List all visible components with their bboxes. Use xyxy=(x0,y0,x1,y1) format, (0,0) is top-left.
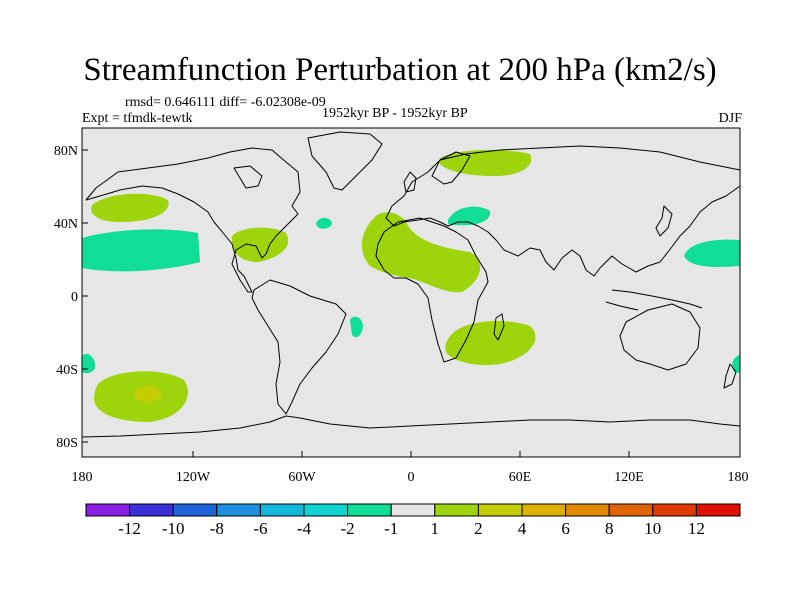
colorbar-swatch xyxy=(652,503,697,517)
colorbar-label: 1 xyxy=(431,519,440,538)
colorbar-label: -6 xyxy=(253,519,267,538)
lon-label-180w: 180 xyxy=(72,470,93,485)
colorbar-label: -10 xyxy=(162,519,185,538)
coast-indonesia xyxy=(605,289,703,311)
colorbar-label: 12 xyxy=(688,519,705,538)
lon-label-0: 0 xyxy=(408,470,415,485)
coast-japan xyxy=(655,205,673,237)
coast-new-zealand xyxy=(723,363,737,389)
anomaly-tasman-negative xyxy=(732,355,740,373)
colorbar-label: 6 xyxy=(561,519,570,538)
anomaly-south-atlantic-negative xyxy=(350,316,363,338)
lat-label-40s: 40S xyxy=(56,363,78,378)
anomaly-black-sea-negative xyxy=(448,206,491,226)
coast-scandinavia xyxy=(431,151,471,185)
anomaly-north-atlantic-negative xyxy=(316,217,332,229)
coastlines xyxy=(81,131,741,438)
anomaly-south-pacific-core xyxy=(134,386,162,402)
colorbar-label: -4 xyxy=(297,519,312,538)
colorbar-label: 8 xyxy=(605,519,614,538)
colorbar-label: 2 xyxy=(474,519,483,538)
lat-label-80s: 80S xyxy=(56,436,78,451)
coast-south-america xyxy=(251,279,347,415)
colorbar-label: -2 xyxy=(341,519,355,538)
colorbar-swatch xyxy=(216,503,261,517)
coast-uk xyxy=(403,171,417,193)
colorbar-swatch xyxy=(347,503,392,517)
plot-title: Streamfunction Perturbation at 200 hPa (… xyxy=(83,52,717,88)
anomaly-gulf-positive xyxy=(231,227,289,262)
colorbar-swatch xyxy=(129,503,174,517)
colorbar-swatch xyxy=(303,503,349,517)
longitude-axis: 180 120W 60W 0 60E 120E 180 xyxy=(72,451,749,485)
lon-label-60e: 60E xyxy=(509,470,532,485)
lat-label-40n: 40N xyxy=(54,217,78,232)
lon-label-180e: 180 xyxy=(728,470,749,485)
colorbar-swatch xyxy=(477,503,523,517)
colorbar-label: 4 xyxy=(518,519,527,538)
season-label: DJF xyxy=(718,111,742,126)
stats-label: rmsd= 0.646111 diff= -6.02308e-09 xyxy=(125,95,326,110)
period-label: 1952kyr BP - 1952kyr BP xyxy=(322,106,468,121)
lon-label-120e: 120E xyxy=(614,470,644,485)
lon-label-120w: 120W xyxy=(176,470,211,485)
coast-eurasia xyxy=(385,145,741,277)
colorbar-label: 10 xyxy=(644,519,661,538)
anomaly-west-pacific-negative xyxy=(684,239,740,267)
colorbar-swatch xyxy=(565,503,610,517)
coast-africa xyxy=(375,217,489,363)
anomaly-africa-positive xyxy=(361,212,481,293)
latitude-axis: 80N 40N 0 40S 80S xyxy=(54,144,88,451)
colorbar-swatch xyxy=(695,503,741,517)
coast-hudson-bay xyxy=(233,165,263,189)
colorbar-swatch xyxy=(608,503,654,517)
lat-label-0: 0 xyxy=(71,290,78,305)
coast-antarctica xyxy=(81,415,741,438)
anomaly-south-africa-positive xyxy=(445,320,536,366)
colorbar: -12 -10 -8 -6 -4 -2 -1 1 2 4 6 8 10 12 xyxy=(85,503,741,538)
experiment-label: Expt = tfmdk-tewtk xyxy=(82,111,193,126)
colorbar-swatch xyxy=(259,503,305,517)
colorbar-label: -8 xyxy=(210,519,224,538)
colorbar-swatch xyxy=(521,503,567,517)
anomaly-alaska-positive xyxy=(91,193,169,222)
coast-greenland xyxy=(307,131,383,191)
colorbar-swatch xyxy=(434,503,479,517)
colorbar-label: -12 xyxy=(118,519,141,538)
colorbar-swatch xyxy=(390,503,436,517)
colorbar-swatch xyxy=(172,503,218,517)
coast-madagascar xyxy=(493,313,505,341)
lat-label-80n: 80N xyxy=(54,144,78,159)
lon-label-60w: 60W xyxy=(288,470,316,485)
coast-australia xyxy=(619,303,701,371)
colorbar-label: -1 xyxy=(384,519,398,538)
anomaly-south-pacific-negative xyxy=(82,353,96,374)
coast-north-america xyxy=(85,147,301,293)
colorbar-swatch xyxy=(85,503,131,517)
anomaly-north-pacific-negative xyxy=(82,229,200,272)
